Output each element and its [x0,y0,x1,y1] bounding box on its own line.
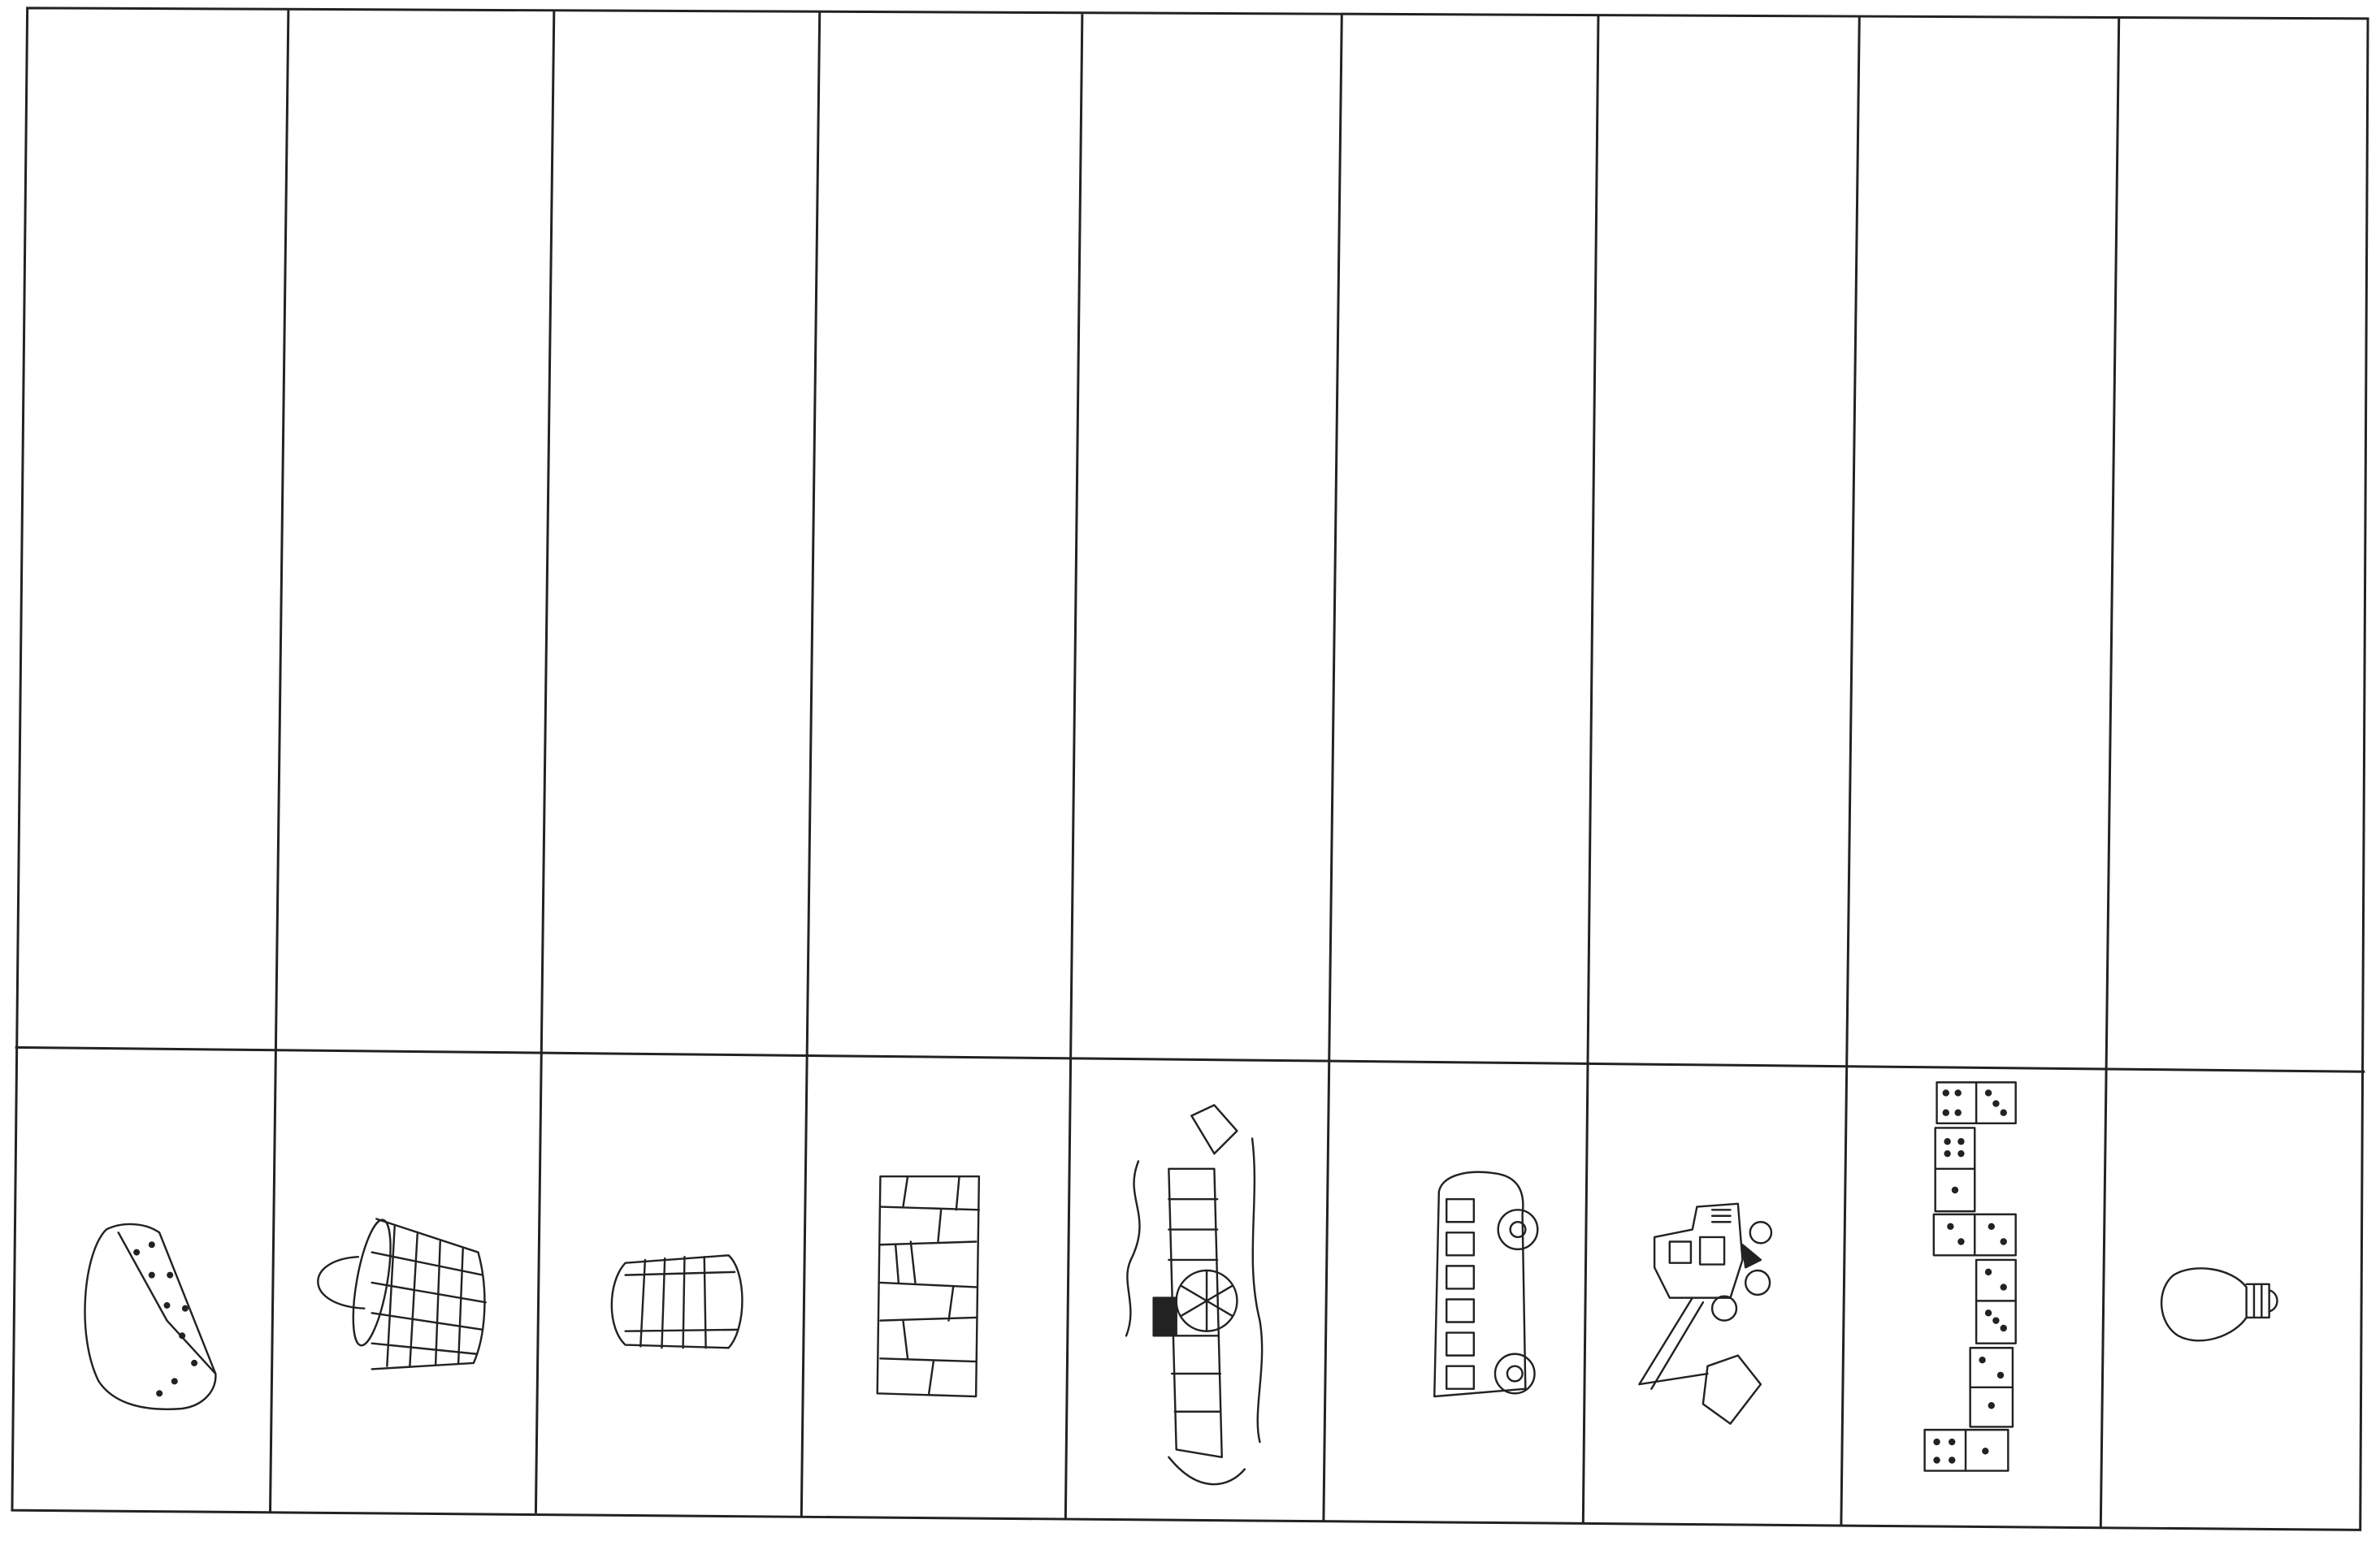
worksheet [0,0,2380,1541]
